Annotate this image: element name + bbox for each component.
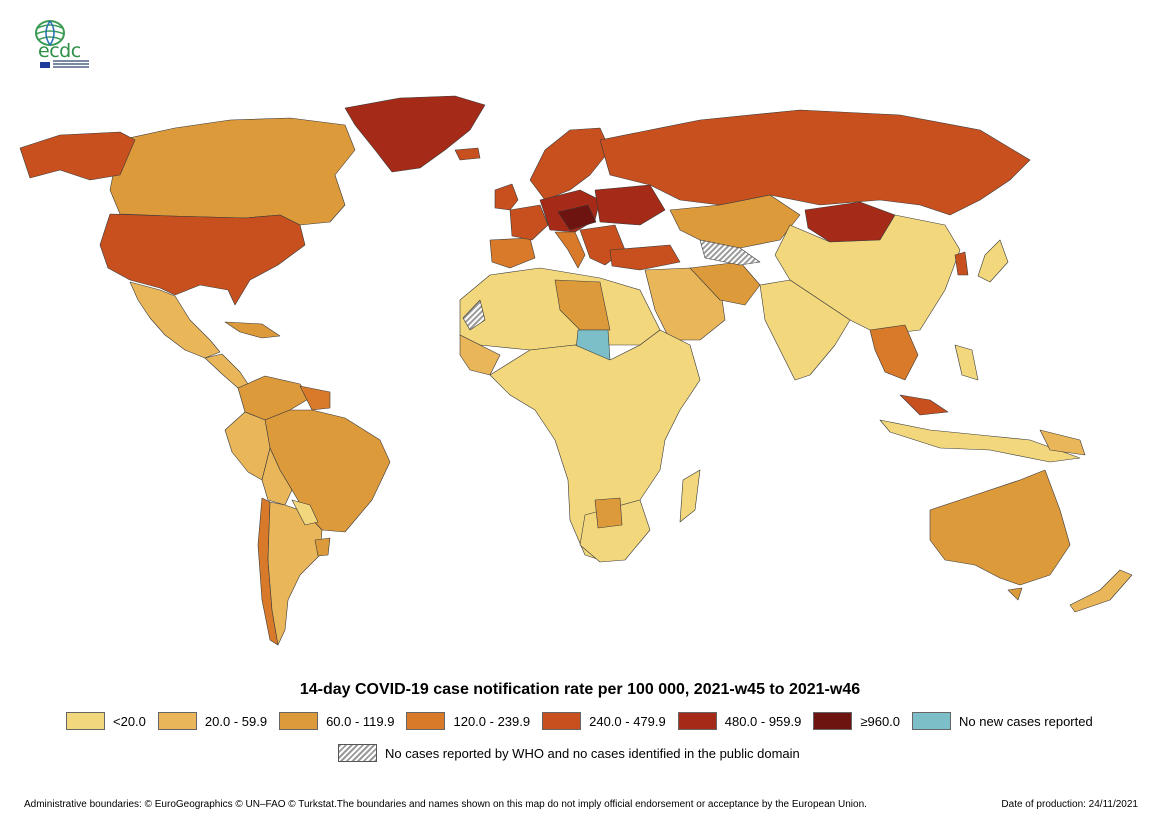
legend-swatch [157,712,197,730]
logo-text: ecdc [38,40,81,62]
world-map [0,88,1160,668]
map-region-uk-ireland [494,183,519,211]
legend-swatch [406,712,446,730]
map-region-france [509,204,549,241]
map-legend: <20.0 20.0 - 59.9 60.0 - 119.9 120.0 - 239.… [66,711,1105,731]
legend-swatch [912,712,952,730]
map-region-southeast-asia [869,324,919,381]
globe-icon [35,20,65,46]
map-region-papua-new-guinea [1039,429,1086,456]
legend-item: 60.0 - 119.9 [279,712,394,730]
legend-hatch-swatch [338,744,377,762]
map-region-central-africa [489,329,701,561]
map-region-mongolia [804,201,896,243]
map-region-canada [109,117,356,226]
legend-label: ≥960.0 [860,713,901,729]
map-region-usa [99,213,306,306]
legend-item: No new cases reported [912,712,1093,730]
map-region-indonesia [879,419,1081,463]
eu-flag-icon [40,62,50,68]
legend-label: 240.0 - 479.9 [589,713,666,729]
map-region-paraguay [291,499,319,526]
map-region-argentina [267,501,323,646]
map-region-madagascar [679,469,701,523]
map-region-central-asia-hatched [699,239,761,266]
logo-caption-lines [53,60,89,69]
legend-item: <20.0 [66,712,146,730]
map-region-botswana [594,497,623,529]
legend-swatch [542,712,582,730]
map-region-mexico [129,281,221,359]
legend-label: 60.0 - 119.9 [326,713,395,729]
map-region-tasmania [1007,587,1023,601]
map-region-iceland [454,147,481,161]
map-region-kazakhstan [669,194,801,249]
legend-label: 120.0 - 239.9 [453,713,531,729]
map-region-australia [929,469,1071,586]
legend-swatch [279,712,319,730]
legend-swatch [677,712,717,730]
map-title: 14-day COVID-19 case notification rate p… [299,681,861,698]
legend-no-data: No cases reported by WHO and no cases id… [338,744,800,762]
map-region-guianas [299,385,331,411]
legend-label: No new cases reported [959,713,1093,729]
map-region-india [759,279,851,381]
map-region-new-zealand [1069,569,1133,613]
map-region-bolivia [261,447,293,506]
map-region-turkey [609,244,681,271]
world-map-svg [19,95,1133,646]
map-region-iberia [489,237,536,269]
map-region-scandinavia [529,127,611,201]
map-region-alaska [19,131,136,181]
boundaries-disclaimer: Administrative boundaries: © EuroGeograp… [24,799,867,810]
map-region-austria-czechia [557,204,597,231]
map-region-greenland [344,95,486,173]
legend-item: 480.0 - 959.9 [677,712,802,730]
map-region-peru [224,411,271,481]
legend-label: <20.0 [113,713,146,729]
map-region-uruguay [314,537,331,557]
map-region-central-america [204,353,249,389]
production-date: Date of production: 24/11/2021 [1001,799,1138,810]
map-region-west-sahara-hatched [462,299,486,331]
legend-item: 240.0 - 479.9 [542,712,666,730]
map-region-philippines [954,344,979,381]
map-region-malaysia [899,394,949,416]
map-region-caribbean [224,321,281,339]
legend-no-data-label: No cases reported by WHO and no cases id… [385,745,800,761]
map-region-russia [599,109,1031,216]
map-region-korea [954,251,969,276]
legend-swatch [66,712,105,730]
map-region-italy [554,231,586,269]
legend-item: 120.0 - 239.9 [406,712,530,730]
map-region-japan [977,239,1009,283]
ecdc-logo: ecdc [26,18,92,74]
legend-label: 20.0 - 59.9 [204,713,268,729]
legend-item: ≥960.0 [813,712,900,730]
legend-item: 20.0 - 59.9 [157,712,268,730]
legend-swatch [813,712,853,730]
legend-label: 480.0 - 959.9 [724,713,802,729]
map-region-ukraine-belarus [594,184,666,226]
